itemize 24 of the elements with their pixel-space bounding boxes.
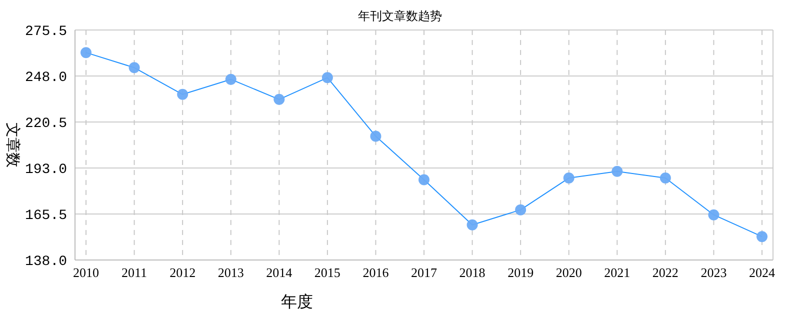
x-tick-label: 2013 [218,265,244,280]
x-tick-label: 2016 [362,265,390,280]
x-tick-label: 2020 [556,265,582,280]
y-tick-label: 220.5 [24,116,67,132]
x-tick-label: 2018 [459,265,486,280]
x-tick-label: 2017 [411,265,438,280]
x-tick-label: 2014 [266,265,293,280]
x-tick-label: 2022 [652,265,678,280]
x-axis-title: 年度 [281,292,313,311]
x-tick-label: 2015 [314,265,340,280]
y-tick-label: 248.0 [24,70,67,86]
x-tick-label: 2011 [122,265,148,280]
x-tick-label: 2024 [749,265,776,280]
y-tick-label: 275.5 [24,24,67,40]
chart-title: 年刊文章数趋势 [358,9,442,23]
y-axis-title: 文章数 [4,122,22,168]
x-tick-label: 2012 [170,265,196,280]
x-tick-label: 2021 [604,265,630,280]
y-tick-label: 165.5 [24,208,67,224]
x-tick-label: 2019 [508,265,534,280]
y-tick-label: 193.0 [24,162,67,178]
x-tick-label: 2010 [73,265,99,280]
x-tick-label: 2023 [700,265,727,280]
y-tick-label: 138.0 [24,254,67,270]
